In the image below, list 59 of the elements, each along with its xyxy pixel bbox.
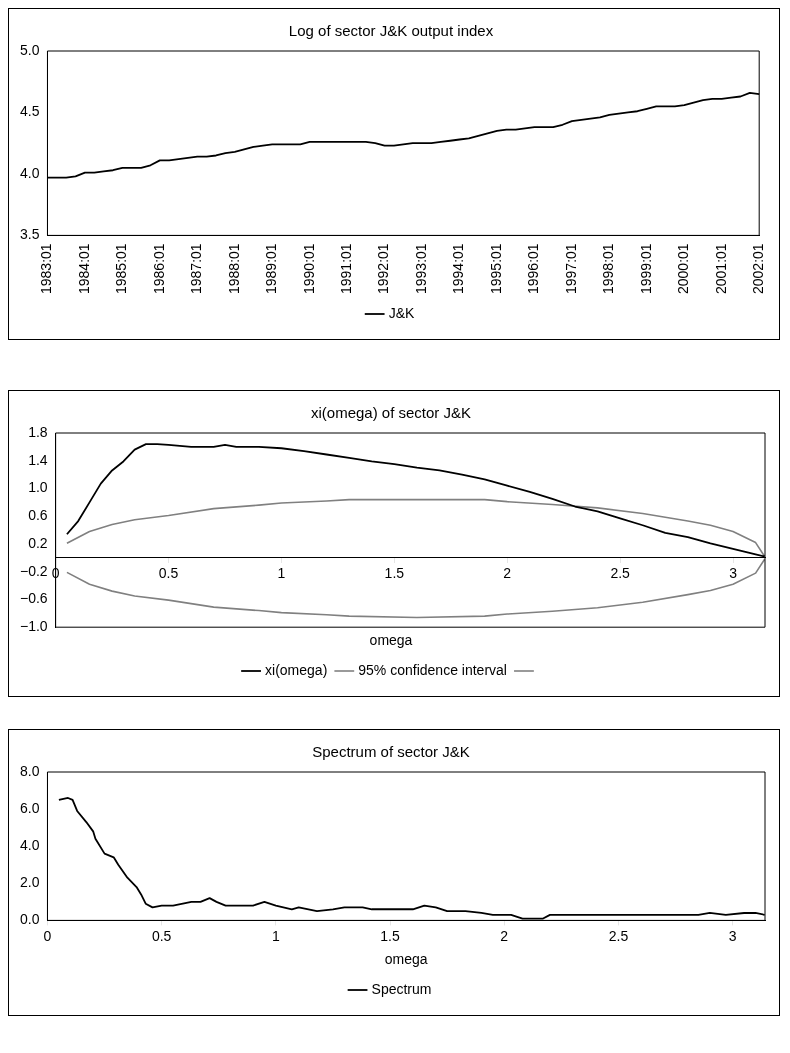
y-tick-label: 1.4: [28, 451, 48, 468]
legend-label: 95% confidence interval: [358, 661, 507, 678]
y-tick-label: 0.0: [19, 911, 40, 928]
x-tick-label: 0: [43, 927, 52, 944]
x-tick-label: 2.5: [608, 927, 629, 944]
y-tick-label: 6.0: [19, 799, 40, 816]
x-tick-label: 1989:01: [263, 243, 280, 294]
y-tick-label: 3.5: [19, 226, 40, 243]
x-tick-label: 1988:01: [225, 243, 242, 294]
x-tick-label: 2: [503, 565, 512, 582]
x-tick-label: 1990:01: [300, 243, 317, 294]
x-tick-label: 1985:01: [113, 243, 130, 294]
y-tick-label: 0.6: [28, 507, 48, 524]
x-tick-label: 3: [728, 927, 737, 944]
y-tick-label: 4.0: [19, 164, 40, 181]
y-tick-label: −1.0: [20, 618, 48, 635]
x-tick-label: 1995:01: [487, 243, 504, 294]
y-tick-label: 0.2: [28, 534, 48, 551]
x-tick-label: 1999:01: [637, 243, 654, 294]
x-tick-label: 1: [277, 565, 286, 582]
x-tick-label: 0.5: [158, 565, 179, 582]
x-tick-label: 2002:01: [750, 243, 767, 294]
x-tick-label: 1983:01: [38, 243, 55, 294]
y-tick-label: 5.0: [19, 41, 40, 58]
chart-title: Spectrum of sector J&K: [312, 743, 470, 761]
chart-title: xi(omega) of sector J&K: [310, 404, 472, 422]
x-tick-label: 3: [729, 565, 738, 582]
y-tick-label: 4.0: [19, 837, 40, 854]
y-tick-label: 4.5: [19, 103, 40, 120]
chart-title: Log of sector J&K output index: [288, 22, 494, 40]
x-tick-label: 1994:01: [450, 243, 467, 294]
x-tick-label: 2: [500, 927, 509, 944]
x-tick-label: 0.5: [151, 927, 172, 944]
y-tick-label: 1.8: [28, 423, 48, 440]
x-tick-label: 1991:01: [338, 243, 354, 294]
x-tick-label: 1987:01: [188, 243, 205, 294]
legend-label: Spectrum: [371, 980, 432, 997]
y-tick-label: 8.0: [19, 762, 40, 779]
x-tick-label: 1: [271, 927, 280, 944]
y-tick-label: −0.6: [20, 590, 48, 607]
x-tick-label: 1992:01: [375, 243, 392, 294]
x-tick-label: 1.5: [380, 927, 400, 944]
y-tick-label: 2.0: [19, 874, 40, 891]
x-tick-label: 2001:01: [712, 243, 729, 294]
x-tick-label: 1984:01: [75, 243, 92, 294]
x-tick-label: 1998:01: [600, 243, 617, 294]
x-axis-title: omega: [369, 632, 413, 649]
x-tick-label: 1996:01: [525, 243, 542, 294]
legend-label: J&K: [388, 304, 415, 321]
x-axis-title: omega: [384, 951, 428, 968]
x-tick-label: 2.5: [610, 565, 631, 582]
y-tick-label: 1.0: [28, 479, 48, 496]
x-tick-label: 1.5: [384, 565, 405, 582]
x-tick-label: 2000:01: [675, 243, 692, 294]
x-tick-label: 1993:01: [412, 243, 429, 294]
x-tick-label: 1986:01: [150, 243, 167, 294]
legend-label: xi(omega): [265, 661, 328, 678]
y-tick-label: −0.2: [20, 562, 48, 579]
x-tick-label: 1997:01: [562, 243, 579, 294]
